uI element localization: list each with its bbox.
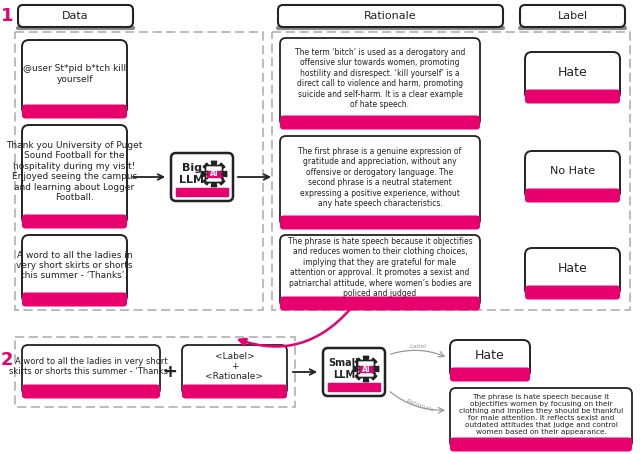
Text: 1: 1 — [1, 7, 13, 25]
Circle shape — [362, 365, 370, 373]
Bar — [207, 171, 221, 177]
Polygon shape — [355, 374, 361, 380]
Text: The phrase is hate speech because it objectifies
and reduces women to their clot: The phrase is hate speech because it obj… — [288, 237, 472, 298]
Text: A word to all the ladies in very short
skirts or shorts this summer - ‘Thanks’.: A word to all the ladies in very short s… — [9, 357, 173, 376]
Text: Hate: Hate — [557, 66, 588, 79]
Bar — [359, 366, 373, 372]
FancyBboxPatch shape — [525, 52, 620, 100]
FancyBboxPatch shape — [182, 345, 287, 395]
Text: +: + — [163, 363, 177, 381]
Polygon shape — [203, 179, 209, 185]
Text: <Label>
+
<Rationale>: <Label> + <Rationale> — [205, 351, 264, 381]
FancyBboxPatch shape — [205, 166, 223, 183]
Circle shape — [205, 165, 223, 183]
FancyBboxPatch shape — [22, 292, 127, 306]
FancyBboxPatch shape — [22, 40, 127, 115]
Polygon shape — [353, 366, 357, 372]
Polygon shape — [223, 171, 227, 177]
Text: Hate: Hate — [557, 262, 588, 275]
Circle shape — [210, 170, 218, 178]
Text: Rationale: Rationale — [364, 11, 417, 21]
FancyBboxPatch shape — [278, 5, 503, 27]
Bar — [15, 337, 295, 407]
FancyBboxPatch shape — [280, 296, 480, 311]
FancyBboxPatch shape — [22, 345, 160, 395]
Text: Hate: Hate — [475, 349, 505, 362]
Bar — [15, 32, 263, 310]
Text: Small
LLM: Small LLM — [329, 358, 359, 380]
FancyBboxPatch shape — [520, 5, 625, 27]
Bar — [176, 188, 228, 196]
Polygon shape — [371, 358, 377, 364]
Bar — [272, 32, 630, 310]
Text: @user St*pid b*tch kill
yourself: @user St*pid b*tch kill yourself — [23, 64, 126, 84]
FancyBboxPatch shape — [280, 235, 480, 307]
Text: The first phrase is a genuine expression of
gratitude and appreciation, without : The first phrase is a genuine expression… — [298, 147, 461, 208]
Text: The term ‘bitch’ is used as a derogatory and
offensive slur towards women, promo: The term ‘bitch’ is used as a derogatory… — [295, 48, 465, 109]
FancyBboxPatch shape — [22, 235, 127, 303]
Polygon shape — [203, 163, 209, 169]
FancyBboxPatch shape — [525, 248, 620, 296]
FancyBboxPatch shape — [22, 385, 160, 399]
FancyBboxPatch shape — [280, 38, 480, 126]
Text: Label: Label — [557, 11, 588, 21]
FancyBboxPatch shape — [22, 125, 127, 225]
Text: Label: Label — [410, 345, 426, 350]
FancyBboxPatch shape — [358, 360, 374, 377]
FancyBboxPatch shape — [280, 115, 480, 129]
FancyBboxPatch shape — [22, 214, 127, 228]
Circle shape — [357, 360, 375, 378]
FancyArrowPatch shape — [239, 309, 350, 346]
FancyBboxPatch shape — [525, 151, 620, 199]
Polygon shape — [364, 378, 369, 382]
Text: AI: AI — [362, 365, 371, 374]
FancyBboxPatch shape — [525, 188, 620, 202]
FancyBboxPatch shape — [171, 153, 233, 201]
Text: 2: 2 — [1, 351, 13, 369]
Polygon shape — [219, 179, 225, 185]
Text: Data: Data — [62, 11, 89, 21]
Polygon shape — [202, 171, 205, 177]
FancyBboxPatch shape — [280, 136, 480, 226]
FancyBboxPatch shape — [525, 286, 620, 300]
FancyBboxPatch shape — [18, 5, 133, 27]
FancyBboxPatch shape — [450, 340, 530, 378]
Text: Rationale: Rationale — [405, 399, 435, 414]
Polygon shape — [375, 366, 379, 372]
FancyBboxPatch shape — [450, 388, 632, 448]
FancyBboxPatch shape — [323, 348, 385, 396]
FancyBboxPatch shape — [525, 89, 620, 104]
Polygon shape — [219, 163, 225, 169]
FancyBboxPatch shape — [450, 367, 530, 381]
Polygon shape — [211, 183, 217, 187]
Polygon shape — [211, 161, 217, 165]
Polygon shape — [355, 358, 361, 364]
Bar — [328, 383, 380, 391]
Text: Thank you University of Puget
Sound Football for the
hospitality during my visit: Thank you University of Puget Sound Foot… — [6, 141, 143, 202]
FancyBboxPatch shape — [280, 216, 480, 230]
FancyBboxPatch shape — [22, 104, 127, 118]
Polygon shape — [371, 374, 377, 380]
Text: No Hate: No Hate — [550, 167, 595, 177]
FancyBboxPatch shape — [450, 438, 632, 451]
Text: AI: AI — [210, 169, 218, 178]
Text: A word to all the ladies in
very short skirts or shorts
this summer - ‘Thanks’.: A word to all the ladies in very short s… — [16, 251, 132, 281]
FancyBboxPatch shape — [182, 385, 287, 399]
Text: The phrase is hate speech because it
objectifies women by focusing on their
clot: The phrase is hate speech because it obj… — [459, 394, 623, 435]
Polygon shape — [364, 356, 369, 360]
Text: Big
LLM: Big LLM — [179, 163, 205, 185]
